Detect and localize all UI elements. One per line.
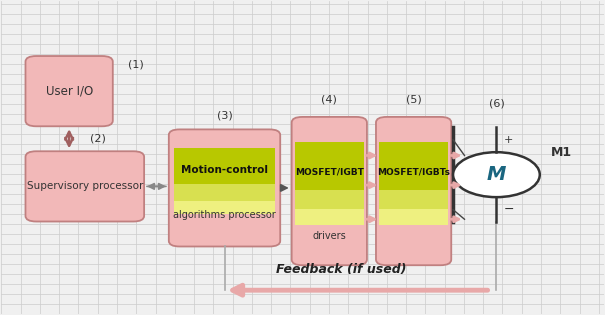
Text: drivers: drivers xyxy=(312,231,346,241)
Bar xyxy=(174,201,275,214)
Text: (4): (4) xyxy=(321,94,337,104)
Bar xyxy=(379,190,448,210)
FancyBboxPatch shape xyxy=(169,129,280,246)
FancyBboxPatch shape xyxy=(292,117,367,265)
Text: (5): (5) xyxy=(406,94,422,104)
Text: Supervisory processor: Supervisory processor xyxy=(27,181,143,192)
Text: Feedback (if used): Feedback (if used) xyxy=(276,263,407,276)
Text: (3): (3) xyxy=(217,110,232,120)
FancyBboxPatch shape xyxy=(376,117,451,265)
Text: +: + xyxy=(503,135,513,145)
Bar xyxy=(295,209,364,225)
FancyBboxPatch shape xyxy=(25,151,144,221)
Bar xyxy=(174,184,275,202)
Circle shape xyxy=(453,152,540,197)
FancyBboxPatch shape xyxy=(25,56,113,126)
Bar xyxy=(379,209,448,225)
Text: M: M xyxy=(487,165,506,184)
Bar xyxy=(174,148,275,186)
Text: User I/O: User I/O xyxy=(45,85,93,98)
Text: (2): (2) xyxy=(90,134,106,144)
Bar xyxy=(295,190,364,210)
Bar xyxy=(379,142,448,191)
Text: algorithms processor: algorithms processor xyxy=(173,210,276,220)
Bar xyxy=(295,142,364,191)
Text: MOSFET/IGBTs: MOSFET/IGBTs xyxy=(377,167,450,176)
Text: (1): (1) xyxy=(128,59,143,69)
Text: −: − xyxy=(503,203,514,216)
Text: MOSFET/IGBT: MOSFET/IGBT xyxy=(295,167,364,176)
Text: Motion-control: Motion-control xyxy=(181,165,268,175)
Text: M1: M1 xyxy=(551,146,572,159)
Text: (6): (6) xyxy=(489,99,505,108)
